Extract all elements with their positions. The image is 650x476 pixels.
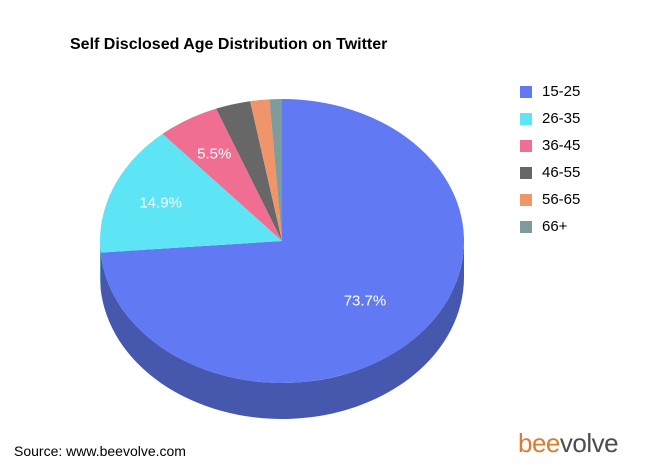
chart-title: Self Disclosed Age Distribution on Twitt… (70, 36, 388, 53)
legend-swatch (520, 193, 532, 206)
legend-swatch (520, 85, 532, 98)
legend-item-56-65: 56-65 (520, 186, 580, 213)
pie-depth-layer (100, 241, 465, 420)
slice-56-65 (250, 99, 282, 242)
legend-item-15-25: 15-25 (520, 78, 580, 105)
legend: 15-25 26-35 36-45 46-55 56-65 66+ (520, 78, 580, 240)
legend-item-46-55: 46-55 (520, 159, 580, 186)
legend-label: 36-45 (542, 137, 581, 154)
legend-swatch (520, 220, 532, 233)
legend-item-36-45: 36-45 (520, 132, 580, 159)
slice-label-36-45: 5.5% (197, 145, 231, 162)
slice-26-35 (100, 133, 282, 253)
slice-label-15-25: 73.7% (344, 293, 387, 310)
legend-swatch (520, 112, 532, 125)
logo-bee: bee (518, 428, 560, 458)
logo-volve: volve (559, 428, 619, 458)
legend-item-26-35: 26-35 (520, 105, 580, 132)
slice-side-15-25 (100, 241, 465, 420)
beevolve-logo: beevolve (518, 428, 619, 459)
slice-36-45 (162, 108, 282, 241)
slice-15-25 (100, 99, 465, 383)
pie-label-layer: 73.7% 14.9% 5.5% (139, 145, 386, 309)
legend-label: 46-55 (542, 164, 581, 181)
legend-label: 56-65 (542, 191, 581, 208)
legend-label: 26-35 (542, 110, 581, 127)
legend-label: 66+ (542, 218, 568, 235)
legend-swatch (520, 139, 532, 152)
slice-side-26-35 (100, 241, 101, 289)
pie-top-layer (100, 99, 465, 383)
slice-label-26-35: 14.9% (139, 194, 182, 211)
source-note: Source: www.beevolve.com (14, 443, 186, 459)
legend-item-66: 66+ (520, 213, 580, 240)
slice-66 (269, 99, 282, 241)
slice-46-55 (216, 101, 282, 241)
legend-label: 15-25 (542, 83, 581, 100)
legend-swatch (520, 166, 532, 179)
